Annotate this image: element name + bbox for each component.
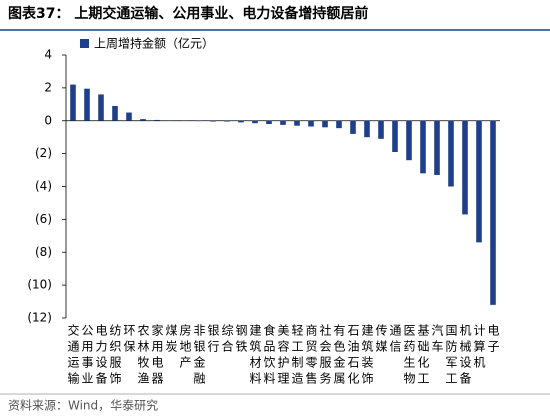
x-tick-label: 传媒 [374,323,388,356]
bar [392,120,398,152]
bar [70,84,76,121]
x-tick-label: 食品饮料 [262,323,276,388]
x-tick-label: 石油石化 [346,324,360,388]
y-tick-label: (10) [27,278,52,292]
x-tick-label: 交通运输 [66,323,80,388]
y-tick-label: 2 [44,80,52,94]
legend-swatch [80,39,89,48]
bar [238,120,244,123]
x-tick-label: 公用事业 [80,324,94,388]
bar [322,120,328,128]
bar [266,120,272,125]
bar [378,120,384,139]
x-tick-label: 计算机 [472,324,486,372]
bar [350,120,356,134]
x-tick-label: 建筑装饰 [360,324,374,388]
bar [434,120,440,175]
bar [448,120,454,187]
x-tick-label: 家用电器 [150,323,164,388]
y-tick-label: 4 [44,48,52,62]
bar [490,120,496,305]
bar [126,112,132,121]
bar [420,120,426,174]
y-tick-label: (2) [35,146,52,160]
x-tick-label: 环保 [122,324,136,356]
bar [406,120,412,161]
x-tick-label: 非银金融 [192,324,206,388]
bar [210,120,216,122]
x-tick-label: 社会服务 [318,323,332,388]
bar [462,120,468,215]
x-tick-label: 汽车 [430,323,444,356]
x-tick-label: 建筑材料 [248,324,262,388]
x-tick-label: 电力设备 [94,324,108,388]
y-tick-label: (4) [35,179,52,193]
x-tick-label: 房地产 [178,323,192,372]
x-tick-label: 钢铁 [234,324,248,356]
x-tick-label: 商贸零售 [304,323,318,388]
x-tick-label: 医药生物 [402,324,416,388]
bar [280,120,286,125]
y-tick-label: (12) [27,311,52,325]
bar [140,119,146,121]
bar [308,120,314,127]
x-tick-label: 有色金属 [332,324,346,388]
source: 资料来源：Wind，华泰研究 [8,398,158,413]
x-tick-label: 电子 [486,324,500,356]
x-tick-label: 通信 [388,324,402,356]
bar [84,88,90,121]
y-tick-label: (6) [35,212,52,226]
x-tick-label: 纺织服饰 [108,324,122,388]
x-tick-label: 农林牧渔 [136,324,150,388]
bar [294,120,300,126]
bar [364,120,370,138]
bar [336,120,342,129]
bar [98,94,104,121]
legend-label: 上周增持金额（亿元） [94,36,214,51]
x-tick-label: 轻工制造 [290,324,304,388]
x-tick-label: 国防军工 [444,324,458,388]
bar [252,120,258,124]
y-tick-label: (8) [35,245,52,259]
bar [476,120,482,243]
x-tick-label: 基础化工 [416,324,430,388]
y-tick-label: 0 [44,113,52,127]
x-tick-label: 美容护理 [276,324,290,388]
chart-title: 图表37： 上期交通运输、公用事业、电力设备增持额居前 [8,5,368,22]
x-tick-label: 综合 [220,324,234,356]
x-tick-label: 银行 [206,324,220,356]
x-tick-label: 机械设备 [458,324,472,388]
x-tick-label: 煤炭 [164,324,178,356]
bar [112,105,118,121]
bar [224,120,230,122]
bar [154,119,160,121]
